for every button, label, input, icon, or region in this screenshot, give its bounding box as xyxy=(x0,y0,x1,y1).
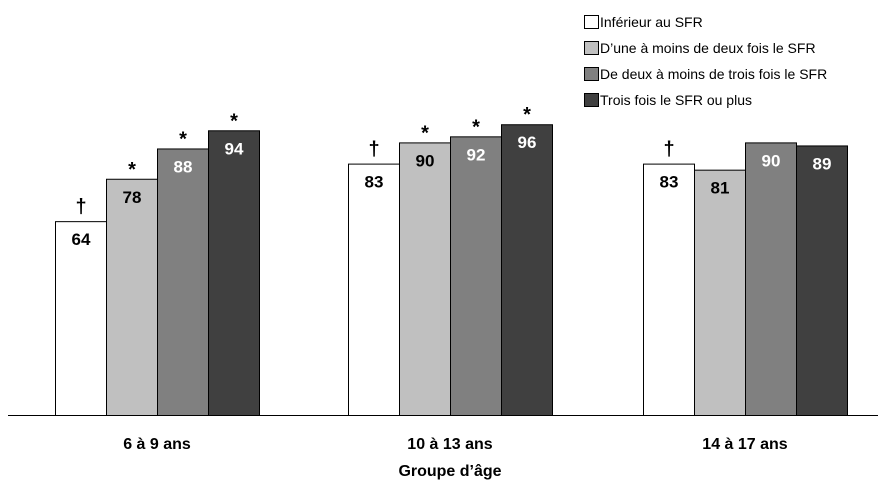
significance-marker: † xyxy=(368,139,379,161)
significance-marker: * xyxy=(523,104,531,126)
legend-swatch xyxy=(584,93,599,107)
legend-swatch xyxy=(584,41,599,55)
significance-marker: * xyxy=(179,128,187,150)
data-label: 88 xyxy=(174,157,193,176)
significance-marker: † xyxy=(75,196,86,218)
bar xyxy=(348,163,400,416)
data-label: 64 xyxy=(72,230,91,249)
data-label: 90 xyxy=(416,151,435,170)
bar xyxy=(745,142,797,416)
significance-marker: * xyxy=(230,110,238,132)
significance-marker: * xyxy=(421,122,429,144)
data-label: 83 xyxy=(365,173,384,192)
legend-swatch xyxy=(584,15,599,29)
bars-group xyxy=(55,124,848,417)
data-label: 89 xyxy=(813,154,832,173)
data-label: 92 xyxy=(467,145,486,164)
data-label: 78 xyxy=(123,188,142,207)
bar xyxy=(399,142,451,416)
data-label: 94 xyxy=(225,139,244,158)
legend-label: D’une à moins de deux fois le SFR xyxy=(600,40,816,56)
category-label: 6 à 9 ans xyxy=(123,436,191,453)
bar xyxy=(106,178,158,416)
bar xyxy=(450,136,502,416)
category-label: 10 à 13 ans xyxy=(407,436,493,453)
category-label: 14 à 17 ans xyxy=(702,436,788,453)
bar xyxy=(501,124,553,416)
bar xyxy=(694,169,746,416)
category-labels-group: 6 à 9 ans 10 à 13 ans 14 à 17 ans xyxy=(123,436,788,453)
x-axis-title: Groupe d’âge xyxy=(398,463,501,480)
legend-label: Inférieur au SFR xyxy=(600,14,703,30)
significance-marker: * xyxy=(472,116,480,138)
bar xyxy=(208,130,260,417)
data-label: 83 xyxy=(660,173,679,192)
bar xyxy=(796,145,848,417)
legend-swatch xyxy=(584,67,599,81)
legend-label: De deux à moins de trois fois le SFR xyxy=(600,66,827,82)
data-label: 90 xyxy=(762,151,781,170)
significance-marker: * xyxy=(128,159,136,181)
data-label: 81 xyxy=(711,179,730,198)
data-label: 96 xyxy=(518,133,537,152)
legend: Inférieur au SFR D’une à moins de deux fo… xyxy=(584,14,827,108)
bar xyxy=(55,221,107,416)
bar xyxy=(157,148,209,416)
bar xyxy=(643,163,695,416)
significance-marker: † xyxy=(663,139,674,161)
significance-markers-group: † * * * † * * * † xyxy=(75,104,674,218)
value-labels-group: 64 78 88 94 83 90 92 96 83 81 90 89 xyxy=(72,133,832,249)
legend-label: Trois fois le SFR ou plus xyxy=(600,92,752,108)
